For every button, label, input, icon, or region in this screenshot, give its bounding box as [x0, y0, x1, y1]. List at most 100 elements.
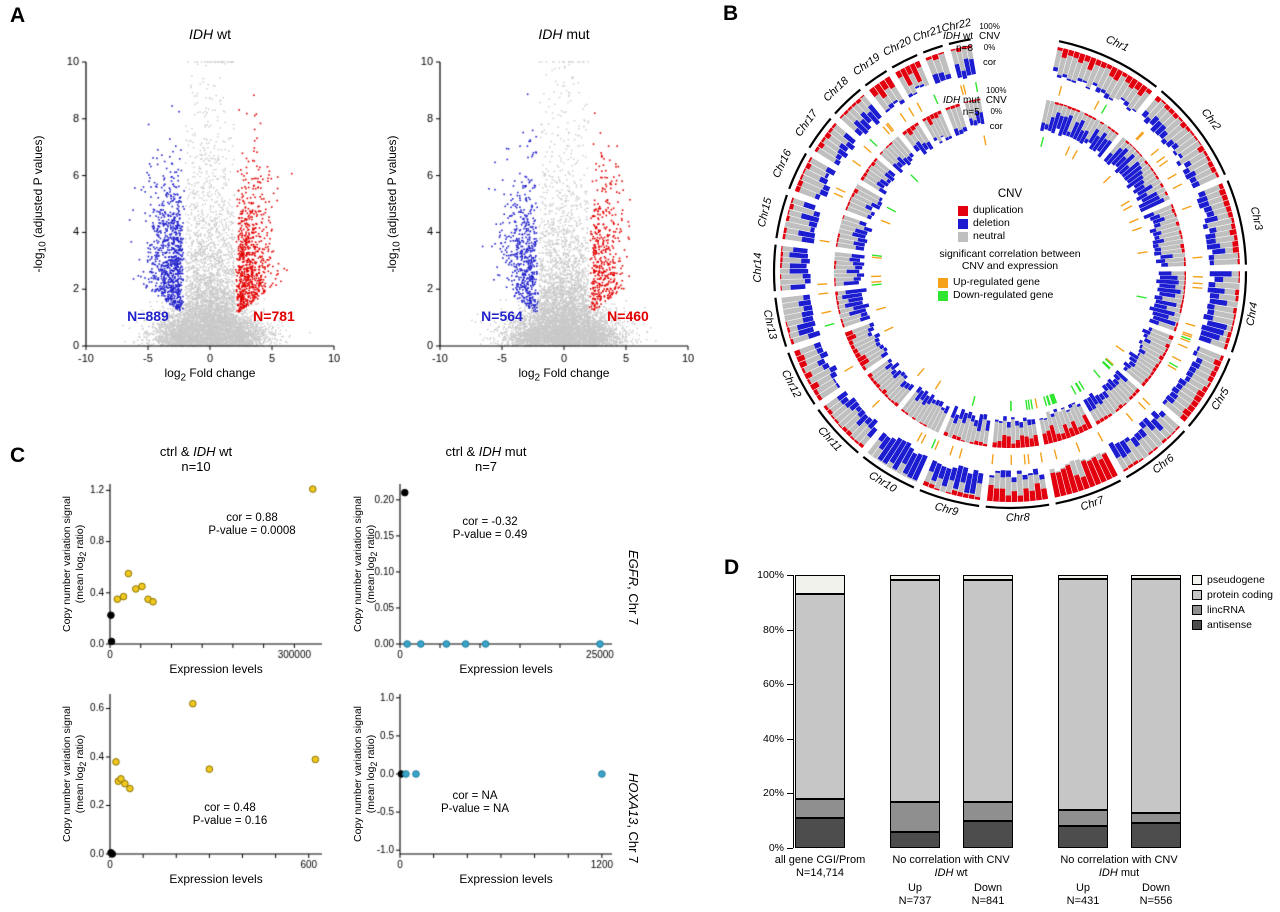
group-header-wt-line2: IDH wt [934, 867, 968, 879]
y-axis-tick-label: 40% [762, 732, 784, 745]
volcano-wt-xlabel: log2 Fold change [164, 366, 256, 384]
volcano-idh-mut: IDH mut -log10 (adjusted P values) log2 … [366, 12, 706, 424]
scatter-canvas [60, 476, 332, 688]
svg-text:Chr14: Chr14 [752, 252, 765, 282]
svg-text:Chr3: Chr3 [1248, 206, 1265, 233]
scatter-ylabel-row2-col1: Copy number variation signal (mean log2 … [61, 706, 89, 842]
scatter-xlabel: Expression levels [459, 662, 553, 676]
bar-segment-all-protein-coding [795, 594, 845, 799]
bar-label-mut-up: Up [1075, 882, 1091, 894]
scatter-egfr-ctrl-idh-wt: ctrl & IDH wt n=10 cor = 0.88 P-value = … [60, 444, 332, 688]
legend-item-antisense: antisense [1192, 619, 1273, 631]
panel-a-volcano-plots: A IDH wt -log10 (adjusted P values) log2… [0, 0, 710, 436]
track-name: IDH wt n=8 [943, 31, 974, 54]
bar-label-mut-down-n: N=556 [1139, 895, 1173, 907]
panel-b-circos: Chr1 Chr2 Chr3 Chr4 Chr5 Chr6 Chr7 Chr8 Chr9 Chr1… [705, 0, 1280, 548]
bar-segment-all-lincRNA [795, 798, 845, 818]
bar-label-wt-up: Up [907, 882, 923, 894]
svg-text:Chr9: Chr9 [933, 501, 959, 519]
scatter-xlabel: Expression levels [169, 872, 263, 886]
bar-segment-mut_up-pseudogene [1058, 575, 1108, 580]
upregulated-swatch [938, 277, 948, 288]
bar-segment-wt_up-protein-coding [890, 580, 940, 802]
track-label-idh-wt: IDH wt n=8 100% CNV 0% cor [943, 22, 1000, 69]
legend-item-protein-coding: protein coding [1192, 589, 1273, 601]
volcano-mut-title: IDH mut [538, 26, 590, 42]
svg-text:Chr10: Chr10 [867, 469, 900, 495]
svg-text:Chr16: Chr16 [771, 147, 795, 180]
bar-label-wt-down-n: N=841 [971, 895, 1005, 907]
legend-subtitle: significant correlation between CNV and … [939, 248, 1081, 272]
scatter-ylabel-row1-col1: Copy number variation signal (mean log2 … [61, 496, 89, 632]
svg-text:Chr6: Chr6 [1150, 452, 1177, 477]
gene-label-egfr: EGFR, Chr 7 [626, 550, 641, 626]
legend-item-neutral: neutral [958, 230, 1120, 243]
bar-segment-mut_up-antisense [1058, 826, 1108, 848]
bar-label-mut-down: Down [1141, 882, 1171, 894]
y-axis-tick-label: 20% [762, 787, 784, 800]
bar-segment-all-antisense [795, 817, 845, 848]
scatter-egfr-ctrl-idh-mut: ctrl & IDH mut n=7 cor = -0.32 P-value =… [350, 444, 622, 688]
volcano-wt-title: IDH wt [188, 26, 231, 42]
legend-item-lincrna: lincRNA [1192, 604, 1273, 616]
scatter-canvas [350, 686, 622, 898]
legend-item-upregulated: Up-regulated gene [938, 276, 1120, 289]
svg-text:Chr4: Chr4 [1244, 301, 1260, 327]
bar-segment-mut_down-antisense [1131, 823, 1181, 848]
volcano-mut-ylabel: -log10 (adjusted P values) [385, 135, 403, 273]
legend-item-downregulated: Down-regulated gene [938, 289, 1120, 302]
correlation-annotation: cor = 0.48 P-value = 0.16 [192, 802, 268, 827]
scatter-canvas [60, 686, 332, 898]
y-axis-tick-label: 100% [757, 569, 784, 581]
scatter-hoxa13-ctrl-idh-mut: cor = NA P-value = NA Expression levels [350, 680, 622, 912]
y-axis-tick-label: 80% [762, 623, 784, 636]
bar-label-wt-down: Down [973, 882, 1003, 894]
scatter-xlabel: Expression levels [459, 872, 553, 886]
lincrna-swatch [1192, 605, 1202, 615]
scatter-ylabel-row1-col2: Copy number variation signal (mean log2 … [352, 496, 380, 632]
legend-item-deletion: deletion [958, 217, 1120, 230]
correlation-annotation: cor = -0.32 P-value = 0.49 [452, 516, 528, 541]
group-header-mut: No correlation with CNV [1060, 854, 1178, 866]
svg-text:Chr1: Chr1 [1104, 33, 1131, 54]
group-header-wt: No correlation with CNV [892, 854, 1010, 866]
svg-text:Chr12: Chr12 [779, 368, 803, 400]
y-axis-tick-label: 0% [768, 842, 784, 854]
antisense-swatch [1192, 620, 1202, 630]
volcano-mut-n-up: N=460 [607, 308, 649, 324]
track-label-idh-mut: IDH mut n=5 100% CNV 0% cor [943, 86, 1007, 133]
bar-label-all-genes: all gene CGI/Prom [774, 854, 866, 866]
bar-segment-mut_up-protein-coding [1058, 579, 1108, 810]
bar-segment-wt_down-antisense [963, 820, 1013, 848]
svg-text:Chr11: Chr11 [815, 424, 844, 454]
bar-segment-mut_down-pseudogene [1131, 575, 1181, 580]
panel-c-label: C [10, 444, 26, 467]
scatter-ylabel-row2-col2: Copy number variation signal (mean log2 … [352, 706, 380, 842]
bar-segment-wt_down-protein-coding [963, 580, 1013, 802]
bar-segment-wt_up-pseudogene [890, 575, 940, 581]
track-scale: 100% CNV 0% cor [979, 22, 1001, 68]
svg-text:Chr21: Chr21 [911, 23, 943, 44]
bar-label-mut-up-n: N=431 [1066, 895, 1100, 907]
pseudogene-swatch [1192, 575, 1202, 585]
duplication-swatch [958, 205, 968, 216]
bar-label-all-genes-n: N=14,714 [795, 867, 844, 879]
svg-text:Chr17: Chr17 [793, 107, 821, 139]
gene-name: IDH [188, 26, 214, 42]
volcano-mut-plot-canvas [394, 52, 694, 384]
legend-title: CNV [997, 188, 1023, 200]
panel-a-label: A [10, 4, 26, 27]
bar-segment-mut_up-lincRNA [1058, 809, 1108, 827]
bar-segment-all-pseudogene [795, 575, 845, 595]
svg-text:Chr8: Chr8 [1006, 512, 1031, 525]
neutral-swatch [958, 231, 968, 242]
bar-segment-mut_down-lincRNA [1131, 812, 1181, 824]
y-axis-tick-label: 60% [762, 678, 784, 691]
svg-text:Chr19: Chr19 [851, 51, 882, 78]
bar-label-wt-up-n: N=737 [898, 895, 932, 907]
bar-segment-wt_down-pseudogene [963, 575, 1013, 581]
scatter-title: ctrl & IDH wt n=10 [60, 444, 332, 474]
scatter-title: ctrl & IDH mut n=7 [350, 444, 622, 474]
legend-item-pseudogene: pseudogene [1192, 574, 1273, 586]
